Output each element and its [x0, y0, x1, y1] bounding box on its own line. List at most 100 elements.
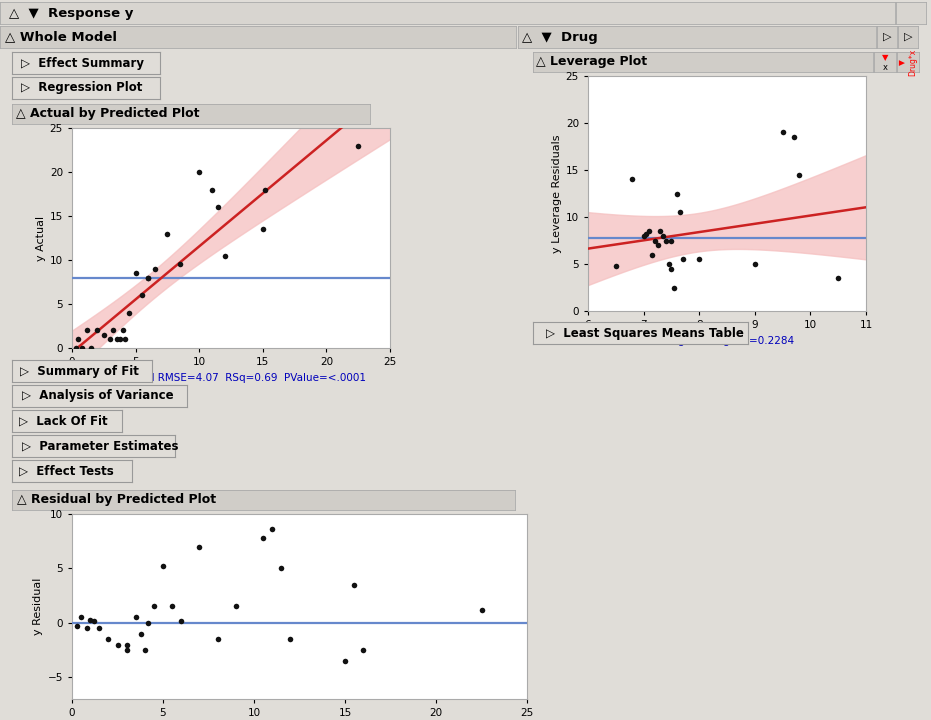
Point	[672, 207, 687, 218]
Text: ▷  Regression Plot: ▷ Regression Plot	[20, 81, 142, 94]
Y-axis label: y Residual: y Residual	[34, 578, 44, 635]
Point	[172, 258, 187, 270]
Point	[474, 604, 489, 616]
Point	[87, 615, 101, 626]
Point	[664, 263, 679, 274]
Point	[192, 541, 207, 552]
Point	[71, 333, 86, 345]
Point	[138, 644, 153, 656]
Point	[79, 623, 94, 634]
Point	[146, 600, 161, 612]
Point	[115, 325, 130, 336]
Point	[351, 140, 366, 151]
Point	[636, 230, 651, 242]
Text: ▷  Effect Tests: ▷ Effect Tests	[20, 464, 114, 477]
Point	[356, 644, 371, 656]
Point	[80, 325, 95, 336]
Point	[655, 230, 670, 242]
Point	[210, 634, 225, 645]
Text: ▼: ▼	[882, 53, 888, 63]
Point	[119, 639, 134, 650]
Text: △ Leverage Plot: △ Leverage Plot	[536, 55, 648, 68]
Point	[787, 131, 802, 143]
Point	[608, 260, 623, 271]
Point	[119, 644, 134, 656]
Point	[830, 272, 845, 284]
Point	[870, 241, 884, 253]
Text: ▷: ▷	[883, 32, 891, 42]
Point	[141, 272, 155, 284]
Point	[128, 611, 143, 623]
Y-axis label: y Actual: y Actual	[35, 215, 46, 261]
Point	[644, 249, 659, 261]
Point	[650, 240, 665, 251]
Point	[667, 282, 681, 293]
X-axis label: y Predicted RMSE=4.07  RSq=0.69  PValue=<.0001: y Predicted RMSE=4.07 RSq=0.69 PValue=<.…	[96, 372, 366, 382]
Point	[255, 223, 270, 235]
Point	[165, 600, 180, 612]
Point	[346, 579, 361, 590]
Point	[141, 617, 155, 629]
Point	[641, 225, 656, 237]
Point	[675, 253, 690, 265]
Point	[134, 289, 149, 301]
Text: x: x	[883, 63, 887, 73]
Point	[338, 655, 353, 667]
Point	[217, 250, 232, 261]
Y-axis label: y Leverage Residuals: y Leverage Residuals	[551, 134, 561, 253]
Text: ▷  Effect Summary: ▷ Effect Summary	[20, 56, 144, 70]
Point	[84, 342, 99, 354]
Point	[748, 258, 762, 270]
Text: ▷  Lack Of Fit: ▷ Lack Of Fit	[19, 415, 107, 428]
Text: ▷  Summary of Fit: ▷ Summary of Fit	[20, 364, 140, 377]
Point	[160, 228, 175, 239]
Point	[102, 333, 117, 345]
Text: ▷  Parameter Estimates: ▷ Parameter Estimates	[21, 439, 178, 452]
Point	[101, 634, 115, 645]
Point	[776, 127, 790, 138]
Point	[74, 342, 89, 354]
Point	[274, 562, 289, 574]
Point	[205, 184, 220, 195]
Point	[105, 325, 120, 336]
Text: △ Actual by Predicted Plot: △ Actual by Predicted Plot	[16, 107, 199, 120]
Point	[664, 235, 679, 246]
Point	[118, 333, 133, 345]
Point	[228, 600, 243, 612]
Point	[692, 253, 707, 265]
Point	[174, 615, 189, 626]
Point	[256, 532, 271, 544]
Text: ▷  Least Squares Means Table: ▷ Least Squares Means Table	[546, 326, 744, 340]
Text: △ Residual by Predicted Plot: △ Residual by Predicted Plot	[17, 493, 216, 506]
Point	[113, 333, 128, 345]
Point	[653, 225, 668, 237]
Point	[661, 258, 676, 270]
Text: ▷  Analysis of Variance: ▷ Analysis of Variance	[22, 390, 174, 402]
Point	[141, 272, 155, 284]
Point	[625, 174, 640, 185]
Point	[74, 611, 88, 623]
Point	[70, 621, 85, 632]
Point	[68, 342, 83, 354]
Point	[147, 263, 162, 274]
X-axis label: Drug Leverage, P=0.2284: Drug Leverage, P=0.2284	[659, 336, 794, 346]
Point	[647, 235, 662, 246]
Text: △  ▼  Drug: △ ▼ Drug	[521, 30, 598, 43]
Point	[134, 628, 149, 639]
Text: ▼
Drug*x: ▼ Drug*x	[898, 48, 918, 76]
Point	[90, 325, 105, 336]
Point	[109, 333, 124, 345]
Point	[96, 329, 111, 341]
Text: ▷: ▷	[904, 32, 912, 42]
Point	[669, 188, 684, 199]
Point	[122, 307, 137, 318]
Point	[264, 523, 279, 535]
Text: △ Whole Model: △ Whole Model	[6, 30, 117, 43]
Point	[110, 639, 125, 650]
Text: △  ▼  Response y: △ ▼ Response y	[9, 6, 133, 19]
Point	[83, 613, 98, 625]
Point	[128, 267, 143, 279]
Point	[92, 623, 107, 634]
Point	[792, 169, 807, 181]
Point	[658, 235, 673, 246]
